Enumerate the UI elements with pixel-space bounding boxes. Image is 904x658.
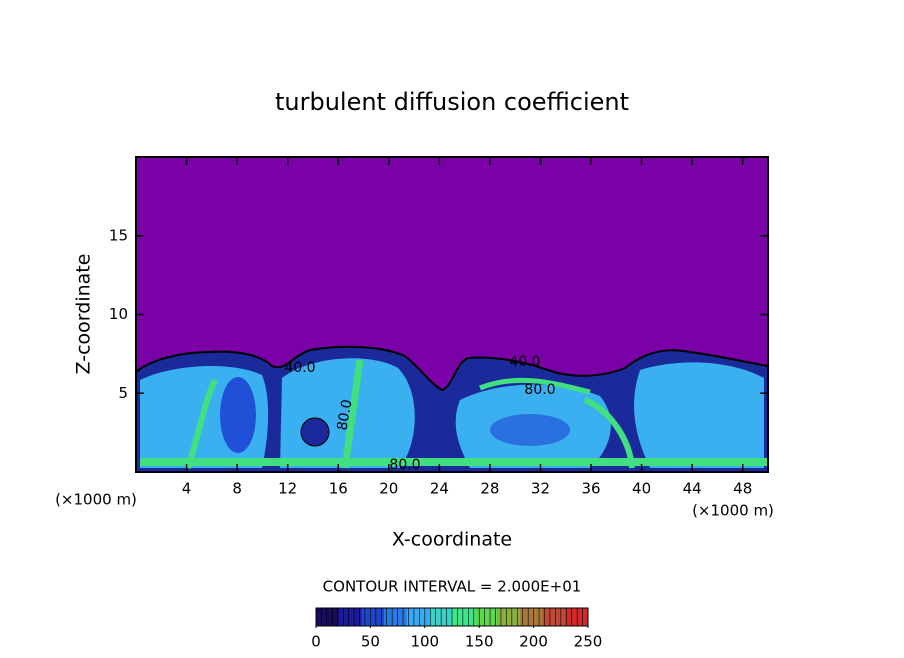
colorbar-segment xyxy=(542,608,566,626)
colorbar-segment xyxy=(474,608,498,626)
colorbar-tick-label: 50 xyxy=(361,633,380,651)
y-tick-label: 15 xyxy=(109,226,128,244)
x-tick-label: 36 xyxy=(581,480,600,498)
colorbar-tick-label: 200 xyxy=(519,633,548,651)
x-unit-label: (×1000 m) xyxy=(55,491,137,509)
field-region xyxy=(185,378,218,469)
contour-label: 40.0 xyxy=(284,360,315,376)
x-unit-label: (×1000 m) xyxy=(692,502,774,520)
x-tick-label: 28 xyxy=(480,480,499,498)
contour-labels: 40.0 40.0 80.0 80.0 80.0 xyxy=(284,354,555,473)
x-tick-label: 12 xyxy=(278,480,297,498)
colorbar-tick-label: 150 xyxy=(465,633,494,651)
field-region xyxy=(634,362,764,468)
x-tick-label: 16 xyxy=(329,480,348,498)
x-tick-label: 4 xyxy=(182,480,192,498)
colorbar-segment xyxy=(520,608,544,626)
field-region xyxy=(490,414,570,446)
x-axis-title: X-coordinate xyxy=(392,529,512,551)
y-tick-label: 5 xyxy=(118,384,128,402)
colorbar-segment xyxy=(497,608,521,626)
field-region xyxy=(300,417,330,447)
x-tick-label: 44 xyxy=(683,480,702,498)
colorbar-tick-label: 100 xyxy=(410,633,439,651)
chart-title: turbulent diffusion coefficient xyxy=(275,88,629,116)
colorbar-segment xyxy=(384,608,408,626)
colorbar-segment xyxy=(316,608,340,626)
colorbar-frame xyxy=(315,607,589,627)
x-tick-label: 40 xyxy=(632,480,651,498)
colorbar-segment xyxy=(406,608,430,626)
y-axis-title: Z-coordinate xyxy=(73,254,95,375)
x-tick-label: 24 xyxy=(430,480,449,498)
contour-label: 80.0 xyxy=(389,457,420,473)
colorbar-tick-label: 250 xyxy=(574,633,603,651)
colorbar-tick-label: 0 xyxy=(311,633,321,651)
field xyxy=(135,156,769,473)
x-tick-label: 32 xyxy=(531,480,550,498)
field-region xyxy=(341,359,364,469)
colorbar-segment xyxy=(452,608,476,626)
colorbar-segment xyxy=(361,608,385,626)
colorbar-segment xyxy=(338,608,362,626)
x-tick-label: 48 xyxy=(733,480,752,498)
colorbar-title: CONTOUR INTERVAL = 2.000E+01 xyxy=(323,578,582,596)
field-region xyxy=(220,377,256,453)
x-tick-label: 20 xyxy=(379,480,398,498)
contour-label: 80.0 xyxy=(334,398,355,431)
x-tick-label: 8 xyxy=(232,480,242,498)
contour-label: 80.0 xyxy=(524,382,555,398)
y-tick-label: 10 xyxy=(109,305,128,323)
contour-label: 40.0 xyxy=(509,354,540,370)
field-region xyxy=(479,377,591,395)
